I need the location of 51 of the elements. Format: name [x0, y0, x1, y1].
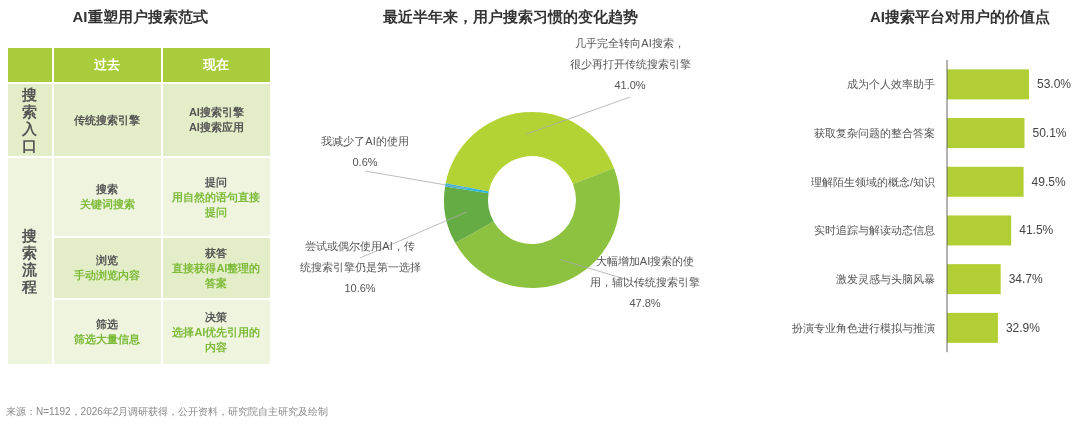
data-label: 53.0%: [1037, 77, 1072, 92]
text: AI重塑用户搜索范式: [71, 8, 209, 27]
data-label: 47.8%: [629, 297, 661, 309]
text: AI搜索应用: [188, 121, 244, 133]
data-label: 0.6%: [352, 156, 378, 168]
y-tick-label: 获取复杂问题的整合答案: [814, 127, 935, 140]
category-label: 搜索流程: [22, 227, 38, 295]
y-tick-label: 理解陌生领域的概念/知识: [810, 175, 935, 188]
donut-slice: [445, 112, 614, 192]
bar: [947, 264, 1001, 295]
text: AI搜索引擎: [188, 106, 244, 118]
chart-title: AI搜索平台对用户的价值点: [869, 8, 1051, 27]
slice-label: 几乎完全转向AI搜索，很少再打开传统搜索引擎: [569, 37, 691, 70]
text: 筛选大量信息: [74, 333, 141, 345]
slice-label: 大幅增加AI搜索的使用，辅以传统搜索引擎: [590, 255, 700, 288]
category-label: 搜索入口: [22, 86, 38, 154]
data-label: 41.5%: [1019, 223, 1054, 238]
bar: [947, 118, 1025, 149]
text: 传统搜索引擎: [74, 113, 141, 126]
y-tick-label: 实时追踪与解读动态信息: [814, 224, 935, 237]
text: 直接获得AI整理的答案: [172, 261, 261, 289]
slice-label: 我减少了AI的使用: [321, 135, 409, 147]
donut-slice: [444, 186, 494, 244]
category-label: 现在: [162, 48, 270, 82]
text: 关键词搜索: [79, 198, 135, 210]
text: 手动浏览内容: [74, 269, 141, 281]
text: 浏览: [96, 254, 119, 266]
data-label: 49.5%: [1031, 174, 1066, 189]
bar: [947, 215, 1012, 246]
data-label: 32.9%: [1005, 320, 1041, 335]
text: 筛选: [96, 318, 119, 330]
text: 获答: [205, 246, 228, 259]
slice-label: 尝试或偶尔使用AI，传统搜索引擎仍是第一选择: [299, 240, 421, 273]
text: 决策: [205, 310, 228, 323]
y-tick-label: 扮演专业角色进行模拟与推演: [791, 321, 935, 334]
chart-title: 最近半年来，用户搜索习惯的变化趋势: [381, 8, 639, 27]
text: 选择AI优先引用的内容: [172, 325, 261, 353]
bar: [947, 312, 998, 343]
data-label: 34.7%: [1008, 272, 1044, 287]
text: 提问: [205, 175, 228, 188]
source-note: 来源：N=1192，2026年2月调研获得，公开资料，研究院自主研究及绘制: [6, 405, 329, 419]
data-label: 41.0%: [614, 79, 646, 91]
data-label: 50.1%: [1032, 126, 1067, 141]
text: 搜索: [96, 183, 119, 195]
y-tick-label: 成为个人效率助手: [847, 78, 935, 91]
bar: [947, 166, 1024, 197]
y-tick-label: 激发灵感与头脑风暴: [836, 273, 935, 286]
category-label: 过去: [53, 48, 161, 82]
data-label: 10.6%: [344, 282, 376, 294]
text: 用自然的语句直接提问: [172, 190, 261, 218]
bar: [947, 69, 1029, 100]
